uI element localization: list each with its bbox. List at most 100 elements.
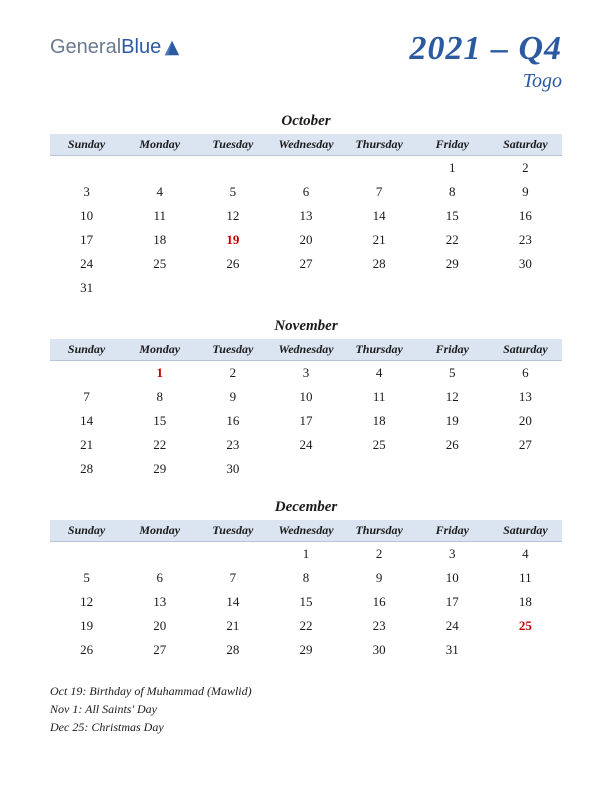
calendar-cell: 25: [123, 252, 196, 276]
calendar-cell: 9: [489, 180, 562, 204]
calendar-cell: 30: [489, 252, 562, 276]
calendar-table: SundayMondayTuesdayWednesdayThursdayFrid…: [50, 339, 562, 481]
calendar-cell: 5: [416, 361, 489, 386]
calendar-cell: [196, 276, 269, 300]
page-title: 2021 – Q4: [409, 30, 562, 68]
month-block: NovemberSundayMondayTuesdayWednesdayThur…: [50, 318, 562, 481]
calendar-cell: 24: [416, 614, 489, 638]
day-header: Sunday: [50, 134, 123, 156]
calendar-cell: 10: [50, 204, 123, 228]
calendar-cell: 11: [489, 566, 562, 590]
calendar-cell: 19: [196, 228, 269, 252]
day-header: Wednesday: [269, 134, 342, 156]
calendar-cell: 23: [343, 614, 416, 638]
month-block: October SundayMondayTuesdayWednesdayThurs…: [50, 113, 562, 300]
calendar-cell: 5: [50, 566, 123, 590]
calendar-cell: 20: [123, 614, 196, 638]
title-block: 2021 – Q4 Togo: [409, 30, 562, 93]
calendar-row: 24252627282930: [50, 252, 562, 276]
calendar-cell: 4: [123, 180, 196, 204]
calendar-cell: 10: [416, 566, 489, 590]
calendar-row: 17181920212223: [50, 228, 562, 252]
calendar-cell: 7: [50, 385, 123, 409]
calendar-cell: 2: [196, 361, 269, 386]
calendar-cell: 6: [123, 566, 196, 590]
day-header: Friday: [416, 339, 489, 361]
calendar-row: 14151617181920: [50, 409, 562, 433]
calendar-table: SundayMondayTuesdayWednesdayThursdayFrid…: [50, 134, 562, 300]
calendar-cell: [343, 276, 416, 300]
day-header: Tuesday: [196, 520, 269, 542]
calendar-cell: 22: [269, 614, 342, 638]
calendar-cell: 15: [416, 204, 489, 228]
holiday-note: Dec 25: Christmas Day: [50, 718, 562, 736]
calendar-cell: [269, 276, 342, 300]
calendar-table: SundayMondayTuesdayWednesdayThursdayFrid…: [50, 520, 562, 662]
logo-text-blue: Blue: [121, 36, 161, 59]
month-block: DecemberSundayMondayTuesdayWednesdayThur…: [50, 499, 562, 662]
calendar-cell: 28: [196, 638, 269, 662]
calendar-cell: 8: [269, 566, 342, 590]
calendar-cell: 2: [343, 542, 416, 567]
logo: GeneralBlue: [50, 36, 181, 59]
calendar-cell: [123, 156, 196, 181]
calendar-cell: [123, 542, 196, 567]
calendar-cell: 2: [489, 156, 562, 181]
calendar-cell: 15: [269, 590, 342, 614]
calendar-cell: 11: [343, 385, 416, 409]
day-header: Saturday: [489, 520, 562, 542]
calendar-cell: 6: [269, 180, 342, 204]
calendar-cell: 16: [196, 409, 269, 433]
holiday-note: Oct 19: Birthday of Muhammad (Mawlid): [50, 682, 562, 700]
calendar-cell: [269, 457, 342, 481]
calendar-cell: [416, 457, 489, 481]
day-header: Saturday: [489, 134, 562, 156]
calendar-cell: 25: [343, 433, 416, 457]
day-header: Tuesday: [196, 339, 269, 361]
calendar-cell: 7: [343, 180, 416, 204]
calendar-cell: 26: [50, 638, 123, 662]
calendar-cell: 18: [489, 590, 562, 614]
month-title: October: [50, 113, 562, 130]
day-header: Wednesday: [269, 520, 342, 542]
logo-icon: [163, 39, 181, 57]
calendar-cell: 21: [196, 614, 269, 638]
calendar-cell: 19: [50, 614, 123, 638]
calendar-cell: 24: [269, 433, 342, 457]
calendar-cell: [50, 156, 123, 181]
day-header: Thursday: [343, 339, 416, 361]
calendar-cell: 3: [50, 180, 123, 204]
calendar-cell: 13: [489, 385, 562, 409]
calendar-cell: 22: [416, 228, 489, 252]
calendar-cell: 13: [123, 590, 196, 614]
calendar-cell: 26: [196, 252, 269, 276]
calendar-cell: [50, 542, 123, 567]
calendar-cell: 23: [489, 228, 562, 252]
calendar-cell: 13: [269, 204, 342, 228]
calendar-cell: 27: [123, 638, 196, 662]
calendar-row: 19202122232425: [50, 614, 562, 638]
months-container: OctoberSundayMondayTuesdayWednesdayThurs…: [50, 113, 562, 662]
calendar-cell: 20: [269, 228, 342, 252]
calendar-row: 3456789: [50, 180, 562, 204]
calendar-cell: 17: [50, 228, 123, 252]
calendar-cell: 12: [50, 590, 123, 614]
calendar-cell: [269, 156, 342, 181]
calendar-cell: [343, 457, 416, 481]
calendar-row: 567891011: [50, 566, 562, 590]
calendar-cell: 14: [196, 590, 269, 614]
day-header: Thursday: [343, 520, 416, 542]
calendar-cell: [196, 156, 269, 181]
day-header: Saturday: [489, 339, 562, 361]
calendar-cell: [50, 361, 123, 386]
calendar-cell: 22: [123, 433, 196, 457]
calendar-cell: 16: [489, 204, 562, 228]
calendar-cell: 11: [123, 204, 196, 228]
day-header: Friday: [416, 134, 489, 156]
calendar-cell: 23: [196, 433, 269, 457]
day-header: Monday: [123, 134, 196, 156]
calendar-cell: 1: [416, 156, 489, 181]
day-header: Monday: [123, 339, 196, 361]
calendar-row: 282930: [50, 457, 562, 481]
day-header: Monday: [123, 520, 196, 542]
